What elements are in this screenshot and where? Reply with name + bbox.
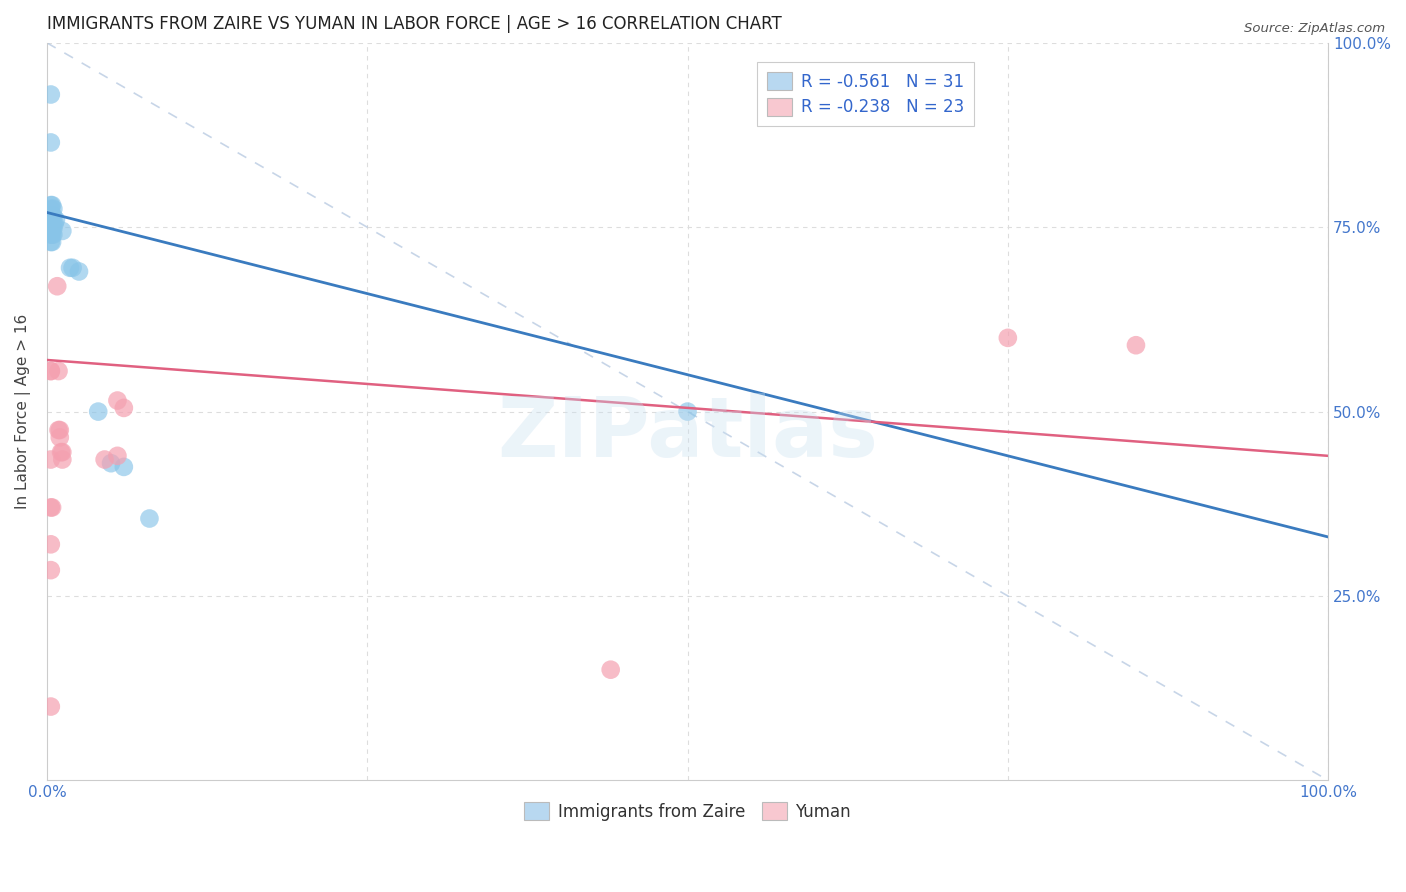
Point (49, 423, 72, 437)
Point (48, 364, 70, 378)
Point (107, 393, 129, 408)
Point (107, 449, 129, 463)
Point (39, 209, 62, 223)
Point (51, 224, 73, 238)
Point (41, 209, 63, 223)
Text: IMMIGRANTS FROM ZAIRE VS YUMAN IN LABOR FORCE | AGE > 16 CORRELATION CHART: IMMIGRANTS FROM ZAIRE VS YUMAN IN LABOR … (46, 15, 782, 33)
Point (67, 264, 90, 278)
Point (42, 221, 65, 235)
Point (1125, 338, 1147, 352)
Point (49, 430, 72, 444)
Point (39, 198, 62, 212)
Point (93, 452, 115, 467)
Point (87, 404, 110, 418)
Text: Source: ZipAtlas.com: Source: ZipAtlas.com (1244, 22, 1385, 36)
Point (46, 279, 69, 293)
Point (51, 452, 73, 467)
Point (112, 459, 135, 474)
Point (997, 331, 1019, 345)
Point (39, 563, 62, 577)
Point (41, 217, 63, 231)
Point (39, 217, 62, 231)
Point (39, 136, 62, 150)
Point (48, 423, 70, 437)
Point (42, 209, 65, 223)
Point (39, 537, 62, 551)
Point (100, 456, 122, 470)
Point (39, 87, 62, 102)
Point (42, 227, 65, 242)
Point (42, 217, 65, 231)
Point (41, 221, 63, 235)
Point (59, 260, 82, 275)
Point (39, 699, 62, 714)
Point (39, 364, 62, 378)
Point (39, 452, 62, 467)
Point (676, 404, 699, 418)
Point (62, 260, 84, 275)
Point (39, 202, 62, 216)
Point (39, 221, 62, 235)
Point (138, 511, 160, 525)
Point (112, 401, 135, 415)
Point (39, 235, 62, 249)
Point (44, 217, 66, 231)
Point (45, 212, 67, 227)
Point (51, 445, 73, 459)
Point (41, 198, 63, 212)
Point (39, 364, 62, 378)
Point (41, 235, 63, 249)
Point (39, 500, 62, 515)
Legend: Immigrants from Zaire, Yuman: Immigrants from Zaire, Yuman (517, 796, 858, 827)
Point (42, 202, 65, 216)
Point (49, 445, 72, 459)
Point (41, 227, 63, 242)
Y-axis label: In Labor Force | Age > 16: In Labor Force | Age > 16 (15, 314, 31, 509)
Text: ZIPatlas: ZIPatlas (498, 393, 879, 475)
Point (41, 500, 63, 515)
Point (39, 227, 62, 242)
Point (599, 663, 621, 677)
